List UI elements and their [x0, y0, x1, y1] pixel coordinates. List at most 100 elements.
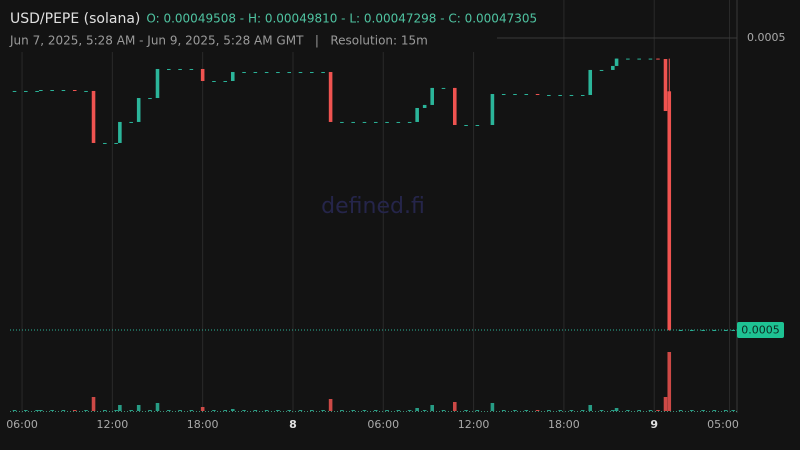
volume-bar	[475, 410, 480, 411]
volume-bar	[678, 410, 683, 411]
candle-body	[118, 121, 122, 143]
subtitle: Jun 7, 2025, 5:28 AM - Jun 9, 2025, 5:28…	[9, 34, 428, 48]
candle-body	[626, 58, 630, 60]
candle-body	[580, 94, 585, 96]
candle-body	[452, 87, 457, 125]
volume-bar	[321, 410, 325, 411]
volume-bar	[690, 410, 694, 411]
x-tick-label: 12:00	[458, 418, 490, 431]
candle-body	[328, 72, 333, 122]
volume-bar	[118, 405, 122, 411]
candle-body	[276, 72, 280, 74]
candle-body	[475, 124, 480, 126]
candle-body	[61, 90, 66, 91]
candle-body	[200, 68, 205, 82]
candle-body	[298, 72, 303, 74]
volume-bar	[513, 410, 517, 411]
x-tick-label: 18:00	[548, 418, 580, 431]
candle-body	[351, 121, 355, 123]
candle-body	[513, 94, 517, 96]
volume-bar	[422, 410, 427, 411]
volume-bar	[61, 410, 66, 411]
volume-bar	[731, 410, 736, 411]
candle-body	[723, 329, 728, 331]
candle-body	[535, 94, 540, 96]
volume-bar	[167, 410, 171, 411]
candle-body	[656, 58, 660, 60]
volume-bar	[626, 410, 630, 411]
candle-body	[264, 72, 269, 74]
volume-bar	[148, 410, 152, 411]
ohlc-legend: O: 0.00049508 - H: 0.00049810 - L: 0.000…	[146, 12, 537, 26]
candle-body	[678, 329, 683, 331]
volume-bar	[396, 410, 401, 411]
candle-body	[569, 94, 574, 96]
header-background	[0, 0, 497, 52]
volume-bar	[712, 410, 717, 411]
candle-body	[558, 94, 562, 96]
candle-body	[712, 329, 717, 331]
volume-bar	[637, 410, 641, 411]
x-tick-label: 18:00	[187, 418, 219, 431]
candle-body	[415, 107, 419, 122]
x-tick-label: 06:00	[6, 418, 38, 431]
candle-body	[39, 90, 43, 91]
candle-body	[72, 90, 77, 91]
volume-bar	[663, 397, 668, 411]
volume-bar	[490, 403, 495, 411]
candle-body	[373, 121, 378, 123]
candle-body	[287, 72, 291, 74]
volume-bar	[569, 410, 574, 411]
volume-bar	[230, 409, 235, 411]
volume-bar	[178, 410, 182, 411]
candle-body	[84, 90, 88, 92]
volume-bar	[535, 410, 540, 411]
x-tick-label: 12:00	[97, 418, 129, 431]
candle-body	[148, 98, 152, 100]
volume-bar	[648, 410, 653, 411]
volume-bar	[212, 410, 216, 411]
volume-bar	[24, 410, 28, 411]
volume-bar	[200, 407, 205, 411]
volume-bar	[351, 410, 355, 411]
candle-body	[114, 142, 118, 144]
volume-bar	[385, 410, 389, 411]
x-tick-label: 05:00	[707, 418, 739, 431]
volume-bar	[50, 410, 54, 411]
volume-bar	[464, 410, 468, 411]
y-tick-label: 0.0005	[747, 31, 786, 44]
candle-body	[422, 104, 427, 108]
grid	[10, 0, 737, 413]
candle-body	[136, 98, 141, 122]
volume-bar	[91, 397, 96, 411]
candle-body	[501, 94, 506, 96]
volume-bar	[328, 399, 333, 411]
candle-body	[611, 65, 615, 70]
volume-bar	[580, 410, 585, 411]
candle-body	[547, 94, 551, 96]
candle-body	[129, 121, 133, 123]
candle-body	[490, 94, 495, 125]
candle-body	[614, 58, 619, 66]
volume-bar	[155, 403, 160, 411]
candle-body	[178, 68, 182, 70]
candle-body	[588, 69, 593, 95]
volume-bar	[407, 410, 412, 411]
candle-body	[242, 72, 246, 74]
volume-bar	[129, 410, 133, 411]
candle-body	[396, 121, 401, 123]
volume-bar	[524, 410, 529, 411]
candle-body	[524, 94, 529, 96]
candle-body	[340, 121, 344, 123]
candle-body	[663, 59, 668, 112]
candle-body	[167, 68, 171, 70]
candle-body	[35, 90, 39, 92]
x-tick-label: 9	[650, 418, 658, 431]
candle-body	[464, 124, 468, 126]
volume-bar	[253, 410, 258, 411]
watermark: defined.fi	[321, 194, 425, 219]
volume-bar	[362, 410, 367, 411]
